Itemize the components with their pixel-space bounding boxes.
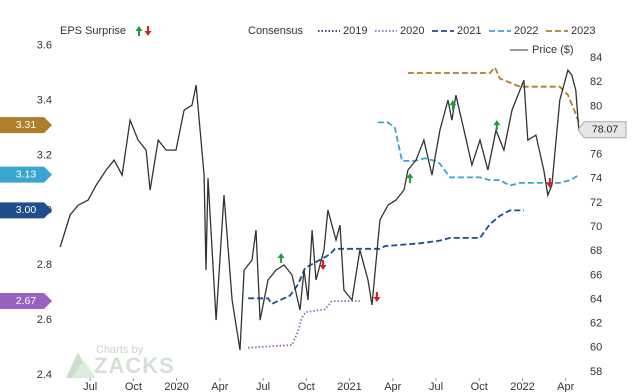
price-line: [59, 68, 580, 351]
surprise-arrow: [493, 120, 501, 131]
surprise-arrow: [449, 100, 457, 111]
x-tick-label: Apr: [211, 381, 228, 392]
x-tick-label: 2021: [337, 381, 361, 392]
y-tick-label: 3.4: [37, 94, 52, 106]
legend-title: EPS Surprise: [60, 25, 126, 37]
y-tick-label: 3.2: [37, 149, 52, 161]
x-tick-label: Oct: [471, 381, 488, 392]
watermark-logo: [72, 360, 96, 378]
consensus-end-label: 3.00: [16, 204, 37, 216]
price-end-box: [577, 121, 627, 139]
y-tick-label: 2.4: [37, 369, 52, 381]
y2-tick-label: 74: [590, 173, 602, 185]
consensus-end-box: [0, 117, 52, 134]
x-tick-label: 2020: [164, 381, 188, 392]
watermark: Charts by ZACKS: [66, 344, 175, 378]
consensus-end-label: 2.67: [16, 295, 37, 307]
y2-tick-label: 80: [590, 100, 602, 112]
x-tick-label: Jul: [83, 381, 97, 392]
consensus-end-box: [0, 293, 52, 310]
y2-tick-label: 82: [590, 76, 602, 88]
x-tick-label: Oct: [298, 381, 315, 392]
y2-tick-label: 58: [590, 366, 602, 378]
legend-title: Consensus: [248, 25, 304, 37]
x-tick-label: 2022: [510, 381, 534, 392]
y2-tick-label: 76: [590, 149, 602, 161]
x-tick-label: Apr: [384, 381, 401, 392]
consensus-end-label: 3.13: [16, 168, 37, 180]
surprise-arrow: [406, 173, 414, 184]
watermark-text: ZACKS: [94, 353, 175, 378]
legend-label: 2019: [343, 25, 367, 37]
x-tick-label: Jul: [429, 381, 443, 392]
consensus-line: [377, 121, 581, 187]
surprise-arrow: [373, 292, 381, 303]
watermark-text: Charts by: [96, 344, 144, 356]
legend-label: Price ($): [532, 44, 574, 56]
surprise-arrow: [277, 253, 285, 264]
x-tick-label: Apr: [557, 381, 574, 392]
y2-tick-label: 62: [590, 318, 602, 330]
legend-label: 2023: [571, 25, 595, 37]
y2-tick-label: 84: [590, 52, 602, 64]
consensus-line: [248, 209, 524, 305]
y-tick-label: 2.6: [37, 314, 52, 326]
y2-tick-label: 68: [590, 245, 602, 257]
consensus-end-box: [0, 166, 52, 183]
watermark-logo: [66, 352, 90, 378]
x-tick-label: Jul: [256, 381, 270, 392]
y2-tick-label: 60: [590, 342, 602, 354]
consensus-end-box: [0, 202, 52, 219]
legend-label: 2021: [457, 25, 481, 37]
y-tick-label: 2.8: [37, 259, 52, 271]
legend-down-arrow: [144, 26, 152, 36]
legend-up-arrow: [135, 26, 143, 36]
surprise-arrow: [319, 260, 327, 271]
y2-tick-label: 70: [590, 221, 602, 233]
y2-tick-label: 72: [590, 197, 602, 209]
y-tick-label: 3.6: [37, 39, 52, 51]
consensus-end-label: 3.31: [16, 119, 37, 131]
y2-tick-label: 66: [590, 269, 602, 281]
surprise-arrow: [546, 178, 554, 189]
y2-tick-label: 64: [590, 293, 602, 305]
price-end-label: 78.07: [592, 123, 618, 135]
legend-label: 2020: [400, 25, 424, 37]
legend-label: 2022: [514, 25, 538, 37]
x-tick-label: Oct: [125, 381, 142, 392]
consensus-line: [248, 300, 360, 349]
consensus-line: [407, 65, 581, 126]
